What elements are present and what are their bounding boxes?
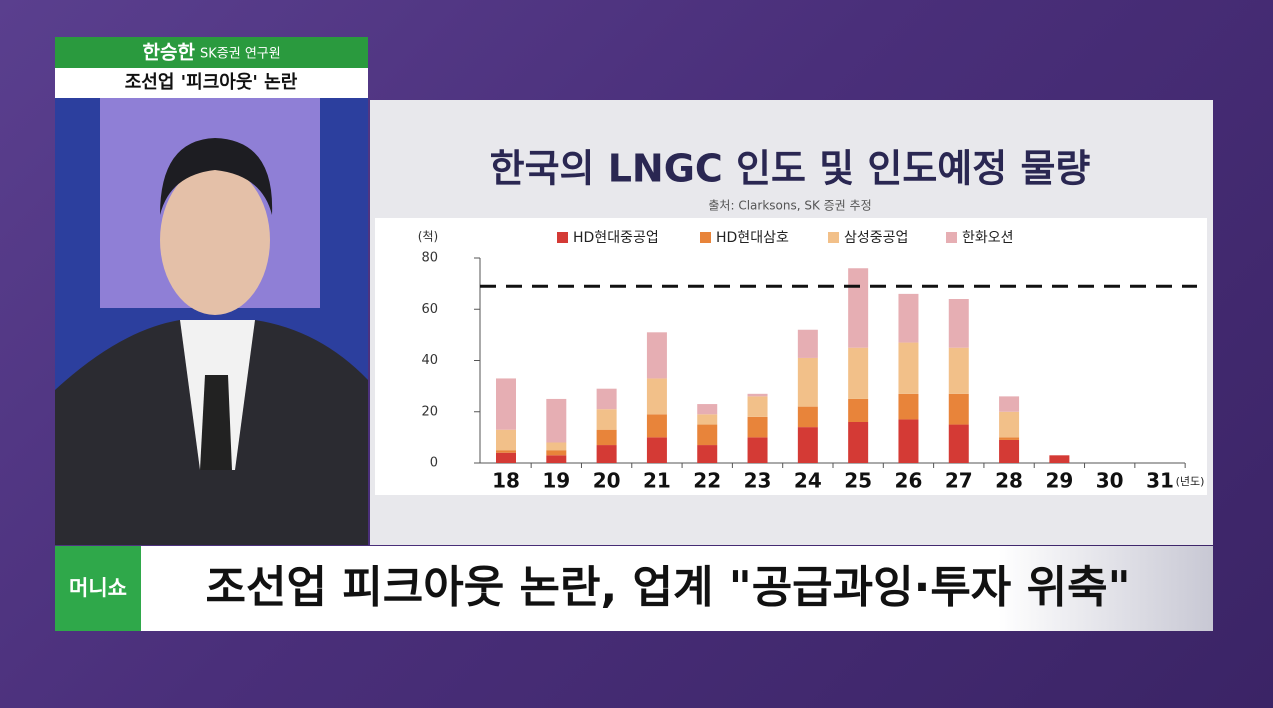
bar-segment: [546, 455, 567, 463]
bar-segment: [697, 404, 718, 415]
bar-segment: [496, 378, 516, 430]
bar-segment: [848, 347, 869, 399]
bar-segment: [999, 437, 1020, 440]
legend-swatch: [557, 232, 568, 243]
logo-box: [55, 546, 141, 631]
y-axis-label: (척): [418, 230, 438, 244]
bar-segment: [747, 416, 768, 438]
bar-segment: [848, 422, 869, 463]
bar-segment: [596, 445, 617, 463]
x-tick-label: 30: [1096, 469, 1124, 493]
bar-segment: [646, 378, 667, 415]
bar-segment: [546, 450, 567, 456]
headline-bar: [141, 546, 1213, 631]
topic: 조선업 '피크아웃' 논란: [125, 72, 298, 93]
bar-segment: [697, 445, 718, 463]
bar-segment: [496, 450, 516, 453]
legend-label: 한화오션: [962, 230, 1014, 246]
bar-segment: [596, 388, 617, 410]
x-tick-label: 27: [945, 469, 973, 493]
bar-segment: [848, 398, 869, 422]
bar-segment: [496, 429, 516, 451]
x-tick-label: 23: [744, 469, 772, 493]
bar-segment: [948, 424, 969, 463]
legend-label: HD현대중공업: [573, 230, 659, 246]
bar-segment: [747, 396, 768, 417]
presenter-tie: [200, 375, 232, 470]
bar-segment: [898, 419, 919, 463]
y-tick-label: 20: [421, 404, 438, 419]
bar-segment: [747, 437, 768, 463]
chart-title: 한국의 LNGC 인도 및 인도예정 물량: [490, 147, 1091, 191]
chart-subtitle: 출처: Clarksons, SK 증권 추정: [708, 199, 871, 213]
x-tick-label: 20: [593, 469, 621, 493]
speaker-role: SK증권 연구원: [200, 47, 281, 62]
bar-segment: [948, 347, 969, 394]
x-axis-label: (년도): [1176, 475, 1205, 488]
legend-swatch: [700, 232, 711, 243]
bar-segment: [546, 442, 567, 451]
x-tick-label: 24: [794, 469, 822, 493]
bar-segment: [898, 393, 919, 420]
x-tick-label: 18: [492, 469, 520, 493]
legend-label: HD현대삼호: [716, 230, 789, 246]
x-tick-label: 26: [895, 469, 923, 493]
bar-segment: [848, 268, 869, 348]
bar-segment: [646, 414, 667, 438]
bar-segment: [999, 396, 1020, 412]
x-tick-label: 31: [1146, 469, 1174, 493]
presenter-hair: [160, 138, 273, 215]
x-tick-label: 22: [693, 469, 721, 493]
y-tick-label: 40: [421, 353, 438, 368]
bar-segment: [697, 424, 718, 446]
y-tick-label: 0: [430, 456, 438, 471]
headline: 조선업 피크아웃 논란, 업계 "공급과잉·투자 위축": [206, 562, 1131, 613]
bar-segment: [496, 452, 516, 463]
bar-segment: [898, 293, 919, 343]
bar-segment: [797, 406, 818, 428]
bar-segment: [697, 414, 718, 425]
topic-bar: [55, 68, 368, 98]
bar-segment: [596, 429, 617, 446]
bar-segment: [797, 357, 818, 407]
name-bar: [55, 37, 368, 68]
bar-segment: [546, 398, 567, 443]
bar-segment: [1049, 455, 1070, 463]
bar-segment: [596, 409, 617, 430]
bar-segment: [999, 439, 1020, 463]
legend-label: 삼성중공업: [844, 230, 908, 246]
bar-segment: [948, 393, 969, 425]
y-tick-label: 80: [421, 251, 438, 266]
bar-segment: [797, 427, 818, 463]
x-tick-label: 19: [542, 469, 570, 493]
bar-segment: [999, 411, 1020, 438]
presenter-face: [160, 165, 270, 315]
x-tick-label: 25: [844, 469, 872, 493]
bar-segment: [948, 299, 969, 348]
bar-segment: [646, 332, 667, 379]
bar-segment: [797, 329, 818, 358]
x-tick-label: 28: [995, 469, 1023, 493]
bar-segment: [646, 437, 667, 463]
speaker-name: 한승한: [143, 42, 196, 64]
x-tick-label: 29: [1045, 469, 1073, 493]
legend-swatch: [946, 232, 957, 243]
bar-segment: [747, 393, 768, 397]
bar-segment: [898, 342, 919, 394]
y-tick-label: 60: [421, 302, 438, 317]
legend-swatch: [828, 232, 839, 243]
channel-logo: 머니쇼: [69, 576, 127, 600]
x-tick-label: 21: [643, 469, 671, 493]
